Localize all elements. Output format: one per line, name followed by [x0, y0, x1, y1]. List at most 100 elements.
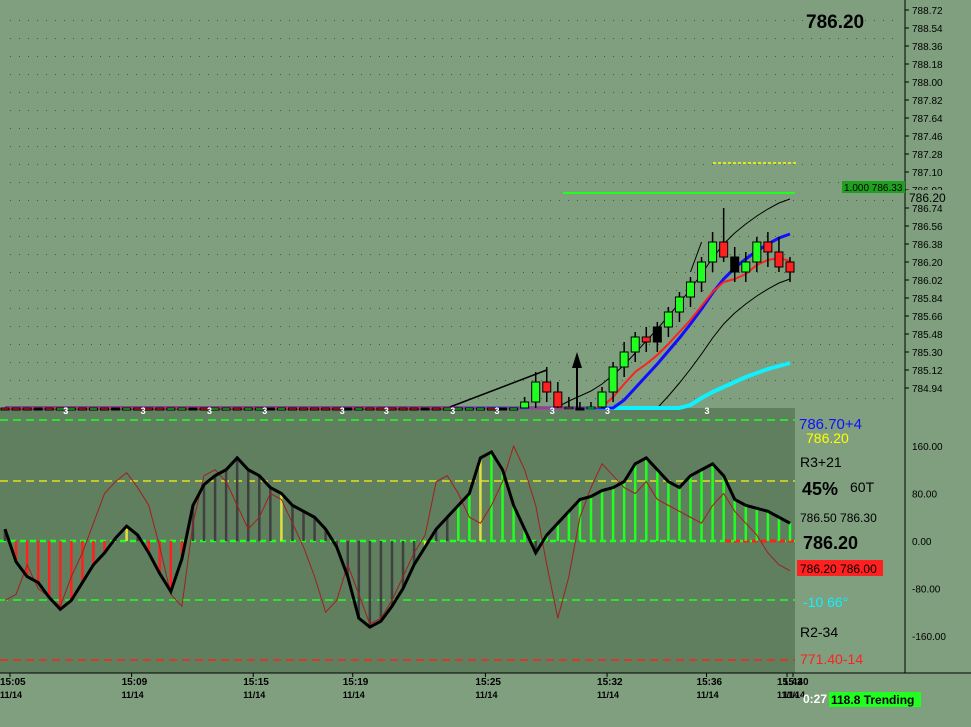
grid-dot [478, 200, 479, 201]
grid-dot [640, 308, 641, 309]
grid-dot [865, 236, 866, 237]
grid-dot [226, 128, 227, 129]
grid-dot [721, 146, 722, 147]
candle-body [11, 407, 21, 411]
grid-dot [235, 308, 236, 309]
grid-dot [586, 398, 587, 399]
grid-dot [307, 182, 308, 183]
grid-dot [289, 200, 290, 201]
grid-dot [37, 38, 38, 39]
grid-dot [109, 56, 110, 57]
grid-dot [532, 74, 533, 75]
grid-dot [613, 290, 614, 291]
grid-dot [541, 218, 542, 219]
grid-dot [154, 326, 155, 327]
grid-dot [649, 398, 650, 399]
grid-dot [496, 128, 497, 129]
grid-dot [766, 272, 767, 273]
grid-dot [28, 146, 29, 147]
grid-dot [523, 290, 524, 291]
grid-dot [28, 128, 29, 129]
grid-dot [847, 74, 848, 75]
oscillator-bars [3, 451, 792, 628]
grid-dot [424, 218, 425, 219]
grid-dot [433, 272, 434, 273]
grid-dot [10, 326, 11, 327]
grid-dot [730, 254, 731, 255]
grid-dot [64, 74, 65, 75]
grid-dot [532, 236, 533, 237]
grid-dot [370, 146, 371, 147]
grid-dot [46, 218, 47, 219]
grid-dot [802, 272, 803, 273]
grid-dot [226, 308, 227, 309]
grid-dot [352, 110, 353, 111]
grid-dot [847, 38, 848, 39]
grid-dot [163, 74, 164, 75]
grid-dot [613, 182, 614, 183]
grid-dot [667, 56, 668, 57]
grid-dot [334, 200, 335, 201]
grid-dot [748, 92, 749, 93]
grid-dot [838, 20, 839, 21]
grid-dot [820, 236, 821, 237]
grid-dot [442, 308, 443, 309]
grid-dot [829, 110, 830, 111]
grid-dot [271, 110, 272, 111]
grid-dot [748, 56, 749, 57]
grid-dot [208, 128, 209, 129]
grid-dot [379, 200, 380, 201]
grid-dot [334, 380, 335, 381]
grid-dot [757, 200, 758, 201]
grid-dot [100, 326, 101, 327]
grid-dot [451, 236, 452, 237]
grid-dot [514, 110, 515, 111]
grid-dot [604, 20, 605, 21]
grid-dot [613, 92, 614, 93]
grid-dot [595, 308, 596, 309]
grid-dot [667, 218, 668, 219]
grid-dot [145, 146, 146, 147]
oscillator-red-line [4, 444, 791, 625]
grid-dot [550, 56, 551, 57]
candle-body [287, 407, 297, 411]
grid-dot [856, 200, 857, 201]
grid-dot [820, 74, 821, 75]
grid-dot [127, 164, 128, 165]
grid-dot [775, 164, 776, 165]
grid-dot [721, 56, 722, 57]
grid-dot [892, 38, 893, 39]
grid-dot [469, 290, 470, 291]
grid-dot [262, 308, 263, 309]
grid-dot [550, 110, 551, 111]
grid-dot [172, 218, 173, 219]
grid-dot [154, 92, 155, 93]
grid-dot [874, 56, 875, 57]
grid-dot [631, 308, 632, 309]
grid-dot [271, 236, 272, 237]
grid-dot [235, 110, 236, 111]
grid-dot [19, 254, 20, 255]
grid-dot [388, 146, 389, 147]
grid-dot [217, 272, 218, 273]
grid-dot [199, 128, 200, 129]
grid-dot [181, 272, 182, 273]
grid-dot [307, 200, 308, 201]
grid-dot [478, 398, 479, 399]
info-percent: 45% [802, 479, 838, 499]
grid-dot [433, 380, 434, 381]
grid-dot [451, 344, 452, 345]
grid-dot [433, 218, 434, 219]
grid-dot [748, 110, 749, 111]
grid-dot [262, 380, 263, 381]
grid-dot [802, 326, 803, 327]
grid-dot [865, 38, 866, 39]
date-label: 11/14 [597, 690, 619, 700]
grid-dot [343, 56, 344, 57]
grid-dot [586, 380, 587, 381]
candle-body [520, 401, 530, 409]
grid-dot [595, 20, 596, 21]
grid-dot [280, 74, 281, 75]
grid-dot [595, 92, 596, 93]
